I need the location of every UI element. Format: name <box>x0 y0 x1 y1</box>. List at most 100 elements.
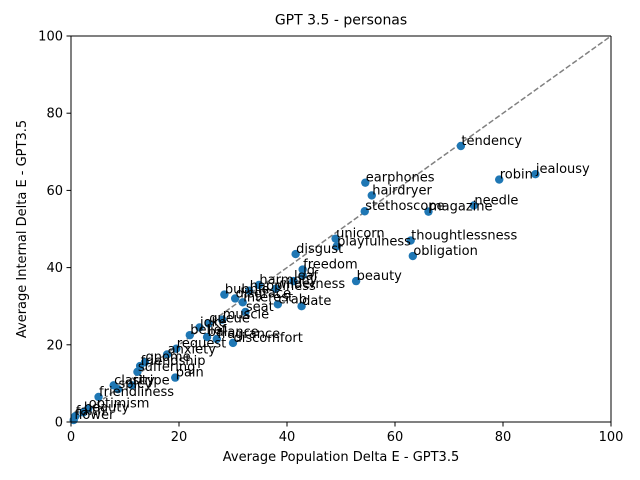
data-point <box>254 280 264 290</box>
point-label: needle <box>474 193 518 208</box>
data-point <box>531 169 540 179</box>
point-label: tendency <box>461 134 522 149</box>
point-label: fragrance <box>217 327 280 342</box>
data-point <box>289 276 298 286</box>
point-label: joke <box>199 315 227 330</box>
x-tick-label: 80 <box>495 430 512 445</box>
points-layer <box>69 141 540 425</box>
data-point <box>456 141 466 151</box>
data-point <box>218 315 227 324</box>
point-label: playfulness <box>337 234 411 249</box>
point-label: wilderness <box>276 277 345 292</box>
data-point <box>127 381 137 390</box>
data-point <box>424 207 433 216</box>
point-label: disgust <box>296 242 343 257</box>
axes-layer: 0 20 40 60 80 100 0 20 40 60 80 100 <box>38 30 623 446</box>
data-point <box>291 249 300 259</box>
point-label: muscle <box>223 308 269 323</box>
data-point <box>195 323 204 332</box>
x-tick-label: 40 <box>279 430 296 445</box>
data-point <box>298 271 307 280</box>
point-label: leaf <box>294 269 319 284</box>
x-tick-label: 100 <box>599 430 624 445</box>
point-label: gnome <box>145 350 190 365</box>
point-label: harmony <box>259 273 317 288</box>
data-point <box>228 338 238 348</box>
point-label: request <box>177 337 226 352</box>
point-label: balance <box>208 325 259 340</box>
point-label: spicy <box>118 377 152 392</box>
point-label: magazine <box>429 200 493 215</box>
data-point <box>332 242 341 251</box>
point-label: stripe <box>133 373 170 388</box>
reference-line <box>70 35 612 423</box>
point-label: flower <box>74 408 115 423</box>
data-point <box>331 234 340 243</box>
point-label: robin <box>500 168 533 183</box>
data-point <box>271 284 280 294</box>
reference-line-layer <box>70 35 612 423</box>
point-label: friendliness <box>99 385 174 400</box>
point-label: date <box>302 294 331 309</box>
data-point <box>408 251 418 261</box>
data-point <box>241 307 250 317</box>
y-axis-title: Average Internal Delta E - GPT3.5 <box>15 120 30 338</box>
point-label: discomfort <box>234 331 303 346</box>
data-point <box>406 236 415 245</box>
point-label: belief <box>190 323 226 338</box>
x-axis-title: Average Population Delta E - GPT3.5 <box>223 450 459 465</box>
data-point <box>230 294 240 303</box>
point-label: bubble <box>225 283 270 298</box>
x-tick-label: 20 <box>171 430 188 445</box>
point-label: ig <box>303 263 315 278</box>
point-label: beauty <box>357 269 403 284</box>
data-point <box>94 392 103 402</box>
data-point <box>495 175 504 184</box>
y-tick-label: 40 <box>46 261 63 276</box>
point-label: pain <box>176 366 204 381</box>
data-point <box>204 319 213 328</box>
point-label: optimism <box>89 396 150 411</box>
data-point <box>298 265 307 274</box>
data-point <box>172 344 181 353</box>
point-label: earphones <box>366 171 435 186</box>
data-point <box>212 334 221 344</box>
point-label: stethoscope <box>365 199 444 214</box>
y-tick-label: 80 <box>46 107 63 122</box>
data-point <box>360 207 369 216</box>
point-label: thoughtlessness <box>411 229 517 244</box>
point-label: disgrace <box>236 286 291 301</box>
data-point <box>79 408 88 417</box>
x-tick-label: 60 <box>387 430 404 445</box>
y-tick-label: 100 <box>38 30 63 45</box>
y-tick-label: 0 <box>55 416 63 431</box>
point-label: faith <box>76 404 106 419</box>
data-point <box>297 302 306 311</box>
point-label: obligation <box>413 244 478 259</box>
y-tick-label: 20 <box>46 338 63 353</box>
x-tick-label: 0 <box>67 430 75 445</box>
point-label: beauty <box>84 400 130 415</box>
data-point <box>273 300 283 309</box>
data-point <box>185 330 194 340</box>
data-point <box>245 286 254 295</box>
point-label: freedom <box>303 258 358 273</box>
y-tick-label: 60 <box>46 184 63 199</box>
data-point <box>162 350 172 359</box>
data-point <box>469 201 479 210</box>
point-label: interest <box>243 290 293 305</box>
point-label: crab <box>278 292 307 307</box>
data-point <box>361 178 370 187</box>
data-point <box>220 290 229 299</box>
point-label: hairdryer <box>372 183 432 198</box>
data-point <box>202 332 212 342</box>
data-point <box>238 298 247 307</box>
point-label: clarity <box>114 373 155 388</box>
point-label: happiness <box>250 279 316 294</box>
data-point <box>351 276 361 286</box>
point-label: suffering <box>138 360 195 375</box>
point-label: jealousy <box>535 162 590 177</box>
point-label: friendship <box>141 354 206 369</box>
